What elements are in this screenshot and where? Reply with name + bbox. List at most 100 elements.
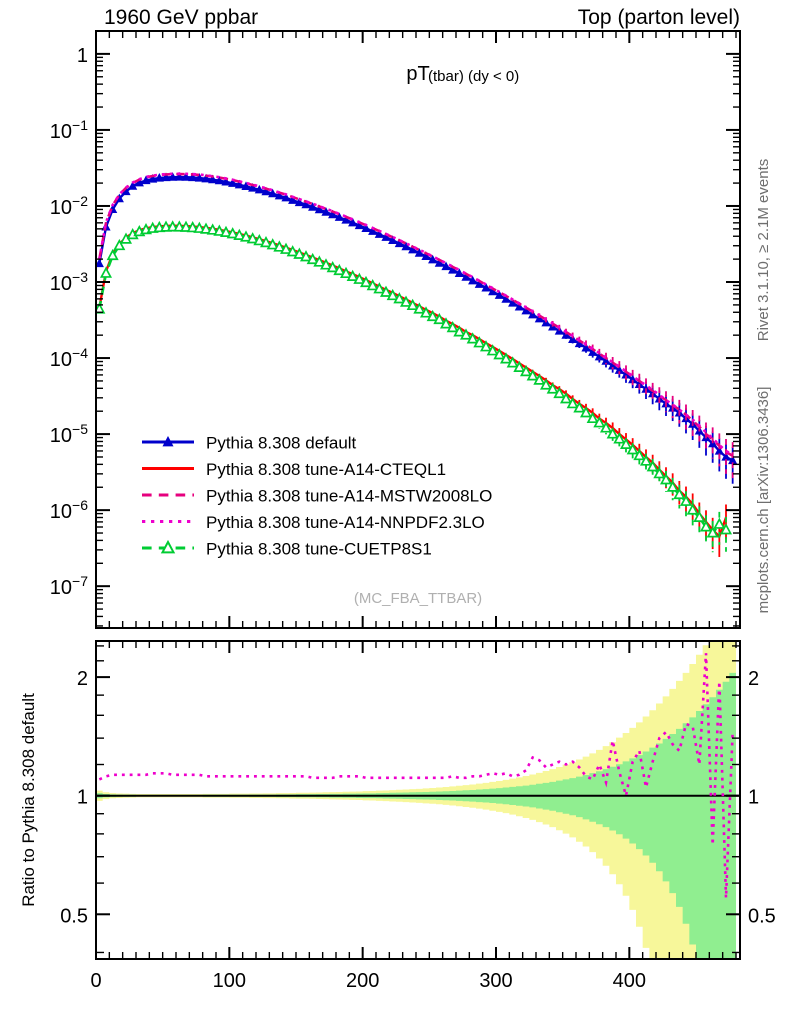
series-marker: [96, 258, 104, 268]
ratio-x-tick-label: 300: [479, 970, 512, 992]
series-marker: [613, 432, 626, 444]
series-marker: [313, 255, 326, 267]
series-marker: [486, 344, 499, 356]
series-marker: [399, 295, 413, 307]
series-marker: [301, 199, 311, 209]
series-marker: [426, 309, 439, 322]
series-marker: [573, 401, 586, 413]
series-marker: [453, 325, 466, 337]
series-marker: [634, 379, 644, 389]
dataset-watermark: (MC_FBA_TTBAR): [354, 590, 482, 607]
series-marker: [179, 220, 193, 232]
series-marker: [653, 467, 666, 479]
series-marker: [608, 360, 618, 370]
series-marker: [574, 338, 584, 348]
series-marker: [533, 373, 546, 385]
series-marker: [481, 282, 491, 292]
series-marker: [168, 172, 178, 181]
series-marker: [281, 192, 291, 202]
series-marker: [494, 290, 504, 299]
series-marker: [519, 364, 533, 377]
series-marker: [474, 279, 484, 288]
series-marker: [614, 365, 624, 374]
side-label-rivet: Rivet 3.1.10, ≥ 2.1M events: [755, 159, 772, 342]
series-marker: [721, 451, 731, 461]
series-marker: [201, 173, 211, 183]
series-marker: [546, 382, 559, 394]
series-marker: [539, 378, 553, 390]
series-marker: [566, 397, 579, 409]
main-axis-ticks: [95, 31, 740, 628]
series-marker: [508, 297, 518, 307]
series-marker: [134, 177, 144, 187]
series-marker: [626, 443, 639, 455]
series-marker: [553, 386, 566, 399]
ratio-y-axis-label: Ratio to Pythia 8.308 default: [19, 693, 38, 907]
series-marker: [534, 313, 544, 323]
series-marker: [194, 173, 204, 182]
series-marker: [154, 173, 164, 182]
series-marker: [381, 232, 391, 241]
series-marker: [208, 174, 218, 184]
ratio-y-tick-label-left: 1: [77, 787, 88, 809]
series-marker: [186, 221, 199, 233]
series-marker: [639, 454, 653, 466]
series-marker: [593, 416, 606, 428]
series-marker: [173, 220, 186, 232]
series-marker: [673, 487, 686, 500]
series-marker: [148, 174, 158, 183]
series-marker: [254, 184, 264, 194]
ratio-y-tick-label-right: 2: [748, 668, 759, 690]
series-marker: [239, 230, 253, 242]
plot-title-sub: (tbar) (dy < 0): [428, 68, 519, 85]
series-marker: [294, 197, 304, 207]
series-marker: [99, 266, 113, 278]
series-marker: [279, 242, 293, 254]
series-marker: [599, 421, 613, 433]
series-marker: [528, 309, 538, 319]
series-marker: [188, 172, 198, 182]
series-marker: [333, 263, 346, 276]
series-marker: [259, 235, 273, 248]
series-marker: [693, 510, 706, 522]
series-marker: [214, 175, 224, 185]
series-marker: [339, 266, 353, 279]
series-line: [98, 172, 734, 456]
series-marker: [268, 188, 278, 198]
series-marker: [246, 232, 259, 244]
series-marker: [141, 175, 151, 185]
series-marker: [686, 503, 699, 515]
series-marker: [128, 181, 138, 190]
main-panel: 1 10−1 10−2 10−3 10−4 10−5 10−6 10−7 pT (tbar) …: [50, 30, 741, 629]
ratio-y-tick-label-left: 0.5: [60, 905, 88, 927]
series-marker: [633, 448, 646, 461]
side-label-mcplots: mcplots.cern.ch [arXiv:1306.3436]: [755, 387, 772, 614]
header-left: 1960 GeV ppbar: [104, 6, 258, 29]
series-marker: [248, 183, 258, 192]
series-marker: [359, 275, 373, 288]
series-marker: [419, 306, 433, 318]
series-marker: [286, 245, 299, 257]
series-marker: [601, 356, 611, 365]
series-marker: [413, 302, 426, 314]
main-y-tick-label: 10−2: [50, 193, 88, 219]
series-marker: [581, 342, 591, 352]
ratio-x-tick-label: 100: [213, 970, 246, 992]
series-marker: [499, 352, 513, 364]
series-marker: [226, 227, 239, 239]
series-marker: [488, 286, 498, 296]
series-marker: [594, 351, 604, 361]
series-marker: [441, 261, 451, 271]
series-marker: [568, 334, 578, 343]
ratio-x-tick-label: 0: [90, 970, 101, 992]
series-marker: [308, 202, 318, 211]
main-y-tick-label: 10−3: [50, 269, 88, 295]
ratio-y-tick-label-right: 0.5: [748, 905, 776, 927]
plot-title-main: pT: [406, 63, 429, 85]
series-marker: [373, 282, 386, 294]
series-marker: [273, 240, 286, 252]
series-marker: [659, 473, 673, 485]
series-marker: [361, 223, 371, 233]
legend-entry-label: Pythia 8.308 tune-CUETP8S1: [206, 540, 432, 559]
